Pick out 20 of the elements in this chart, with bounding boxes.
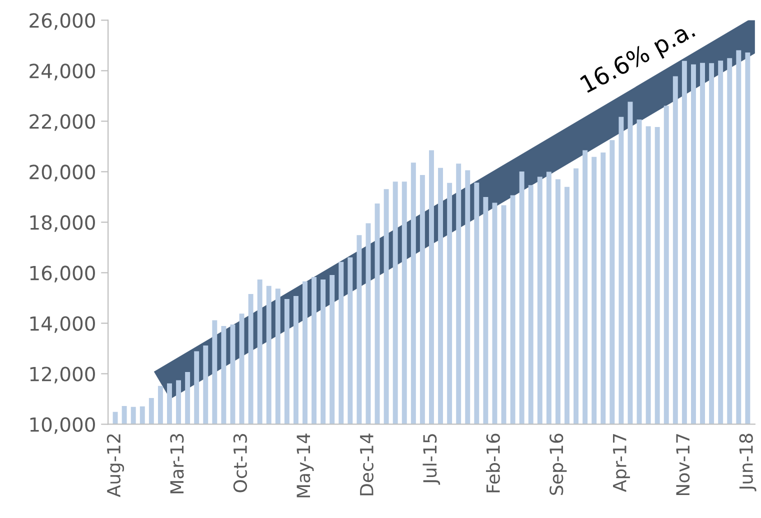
y-tick-label: 18,000 xyxy=(30,215,95,232)
y-tick-label: 22,000 xyxy=(30,114,95,131)
x-tick-label: Apr-17 xyxy=(613,434,630,492)
y-tick-label: 14,000 xyxy=(30,316,95,333)
y-tick-label: 12,000 xyxy=(30,366,95,384)
y-tick-label: 20,000 xyxy=(30,164,95,182)
x-tick-label: Mar-13 xyxy=(170,434,184,494)
x-tick-label: Feb-16 xyxy=(486,434,500,492)
x-tick-label: Sep-16 xyxy=(550,434,567,495)
x-tick-label: Oct-13 xyxy=(233,434,248,492)
x-tick-label: Nov-17 xyxy=(676,434,690,496)
y-tick-label: 16,000 xyxy=(30,266,95,282)
y-tick-label: 26,000 xyxy=(30,13,95,30)
x-tick-label: Dec-14 xyxy=(360,434,374,496)
y-tick-label: 24,000 xyxy=(30,64,95,80)
x-tick-label: Jun-18 xyxy=(739,434,756,492)
x-tick-label: Jul-15 xyxy=(422,434,440,485)
y-tick-label: 10,000 xyxy=(30,417,95,434)
x-tick-label: Aug-12 xyxy=(106,434,124,498)
x-tick-label: May-14 xyxy=(296,434,314,498)
